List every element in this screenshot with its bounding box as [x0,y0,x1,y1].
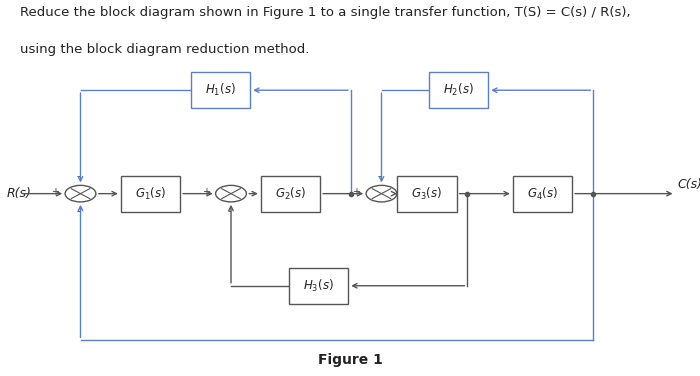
Text: Figure 1: Figure 1 [318,353,382,367]
Text: R(s): R(s) [7,187,32,200]
Text: -: - [378,171,382,181]
FancyBboxPatch shape [190,72,251,108]
FancyBboxPatch shape [398,176,456,211]
Text: C(s): C(s) [678,178,700,191]
Text: $H_1(s)$: $H_1(s)$ [205,82,236,98]
FancyBboxPatch shape [428,72,489,108]
Text: -: - [227,206,231,216]
Text: $G_3(s)$: $G_3(s)$ [412,186,442,202]
Text: $G_4(s)$: $G_4(s)$ [527,186,558,202]
Text: -: - [77,171,80,181]
Text: +: + [202,187,210,197]
Text: -: - [77,206,80,216]
Text: $H_2(s)$: $H_2(s)$ [443,82,474,98]
Text: +: + [52,187,60,197]
FancyBboxPatch shape [260,176,321,211]
Text: $G_2(s)$: $G_2(s)$ [275,186,306,202]
Text: +: + [353,187,360,197]
FancyBboxPatch shape [512,176,573,211]
FancyBboxPatch shape [288,268,349,304]
Text: using the block diagram reduction method.: using the block diagram reduction method… [20,43,309,56]
Text: Reduce the block diagram shown in Figure 1 to a single transfer function, T(S) =: Reduce the block diagram shown in Figure… [20,6,630,19]
FancyBboxPatch shape [120,176,181,211]
Text: $G_1(s)$: $G_1(s)$ [135,186,166,202]
Text: $H_3(s)$: $H_3(s)$ [303,278,334,294]
